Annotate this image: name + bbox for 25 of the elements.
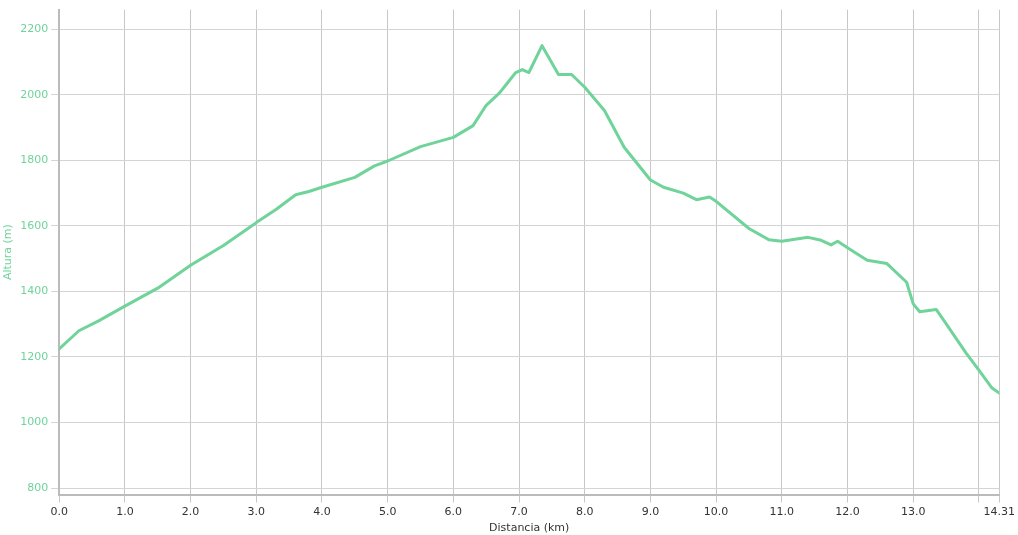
x-tick-label: 0.0	[50, 505, 68, 519]
x-axis-title: Distancia (km)	[489, 521, 570, 535]
x-tick-label: 12.0	[835, 505, 860, 519]
x-tick-label: 14.31	[983, 505, 1015, 519]
y-axis-title: Altura (m)	[1, 224, 15, 281]
x-tick-label: 9.0	[641, 505, 660, 519]
x-tick-label: 7.0	[510, 505, 528, 519]
y-tick-label: 800	[27, 480, 49, 494]
y-tick-label: 2000	[20, 87, 49, 101]
y-tick-label: 1600	[20, 218, 49, 232]
x-tick-label: 2.0	[181, 505, 200, 519]
y-tick-label: 1200	[20, 349, 49, 363]
x-tick-label: 11.0	[769, 505, 795, 519]
y-tick-label: 1800	[20, 153, 49, 167]
y-tick-label: 1000	[20, 415, 49, 429]
x-tick-label: 5.0	[378, 505, 397, 519]
x-tick-label: 4.0	[313, 505, 331, 519]
x-tick-label: 13.0	[900, 505, 926, 519]
x-tick-label: 10.0	[703, 505, 729, 519]
x-tick-label: 1.0	[116, 505, 134, 519]
x-tick-label: 8.0	[575, 505, 594, 519]
x-tick-label: 3.0	[247, 505, 266, 519]
x-tick-label: 6.0	[444, 505, 463, 519]
y-tick-label: 1400	[20, 284, 49, 298]
y-tick-label: 2200	[20, 22, 49, 36]
